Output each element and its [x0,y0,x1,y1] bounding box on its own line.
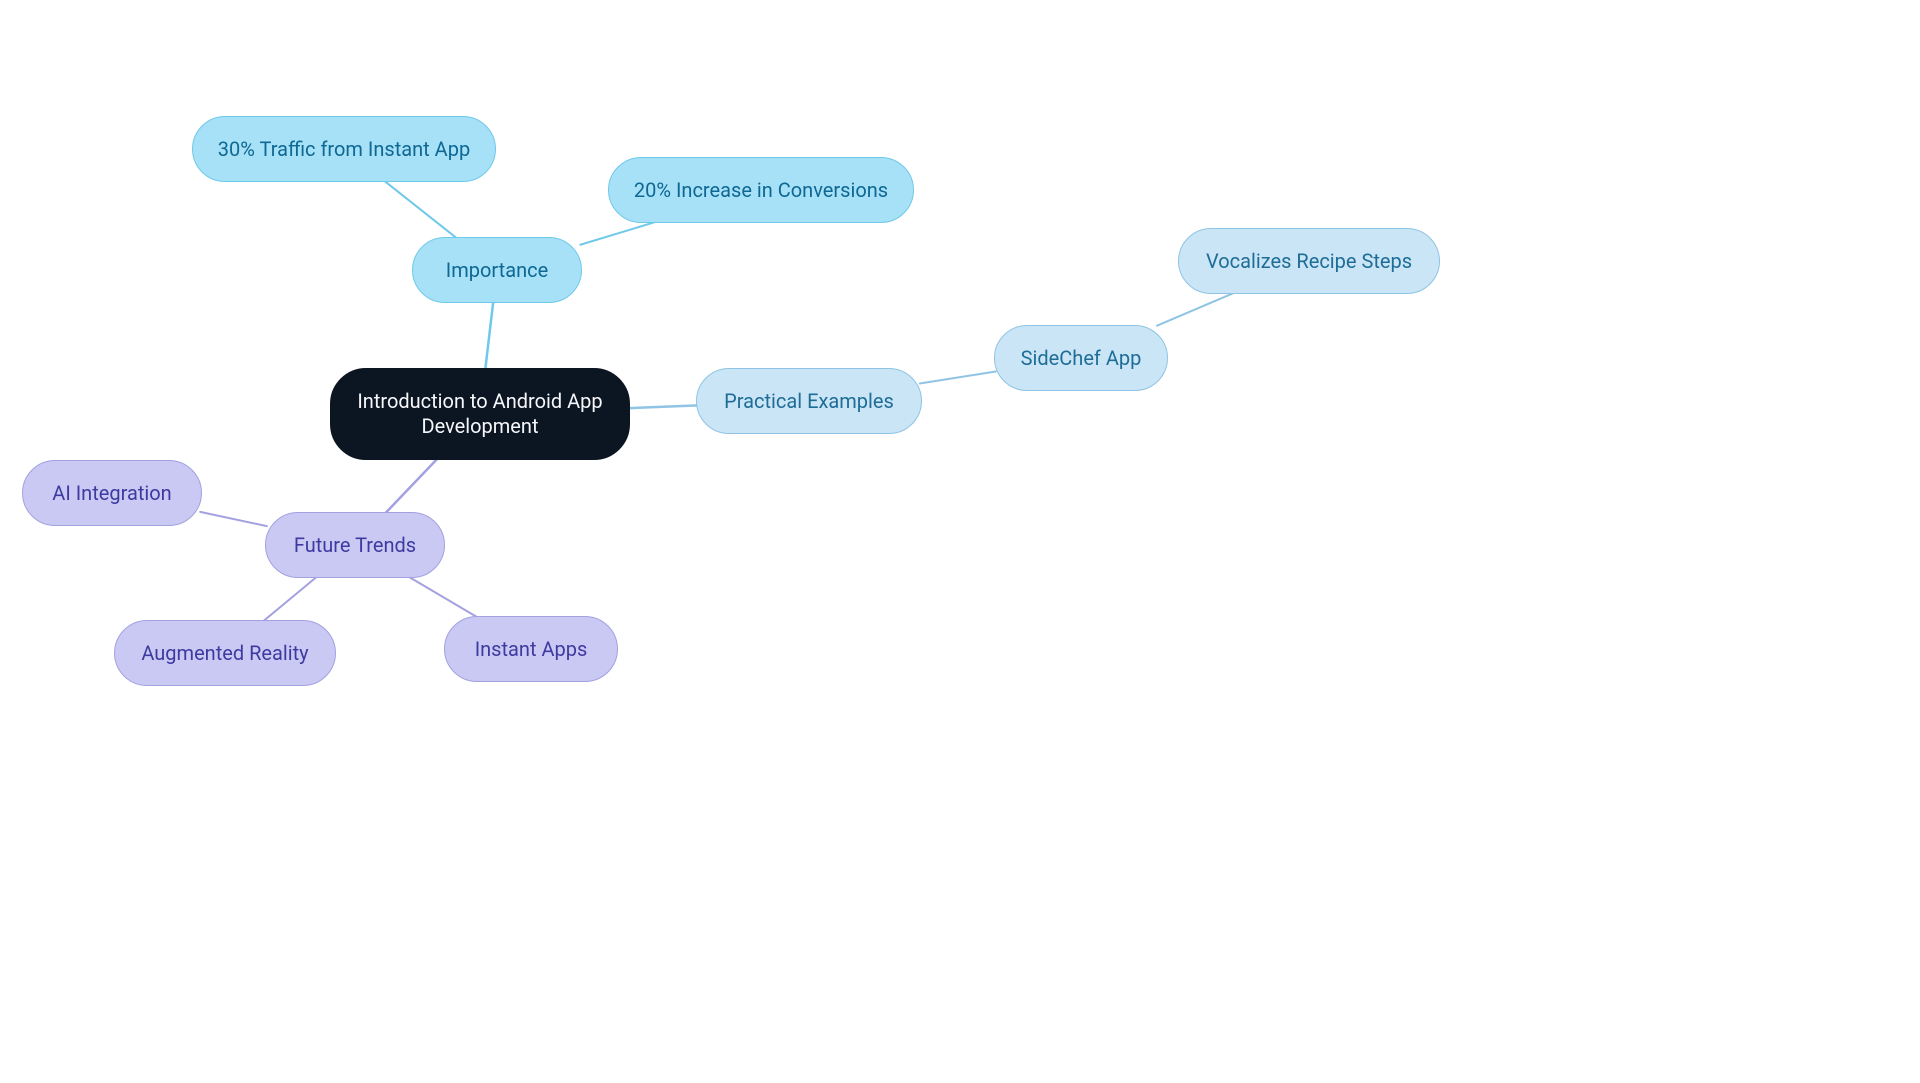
edge [410,577,477,616]
node-vocalizes: Vocalizes Recipe Steps [1178,228,1440,294]
node-label: Future Trends [294,533,416,558]
node-future: Future Trends [265,512,445,578]
edge [920,371,996,383]
node-ar: Augmented Reality [114,620,336,686]
node-label: Instant Apps [475,637,588,662]
edge [385,181,456,237]
node-instant: Instant Apps [444,616,618,682]
edge [627,405,698,408]
node-practical: Practical Examples [696,368,922,434]
node-traffic: 30% Traffic from Instant App [192,116,496,182]
node-label: Augmented Reality [141,641,308,666]
node-label: 20% Increase in Conversions [634,178,888,203]
node-label: Introduction to Android AppDevelopment [357,389,602,439]
node-ai: AI Integration [22,460,202,526]
node-sidechef: SideChef App [994,325,1168,391]
node-label: AI Integration [52,481,171,506]
node-label: Practical Examples [724,389,894,414]
edge [264,577,316,620]
node-label: 30% Traffic from Instant App [218,137,470,162]
node-importance: Importance [412,237,582,303]
edge [580,222,654,244]
node-root: Introduction to Android AppDevelopment [330,368,630,460]
edge [1157,293,1233,325]
edge [485,302,493,369]
node-conversions: 20% Increase in Conversions [608,157,914,223]
node-label: SideChef App [1021,346,1142,371]
node-label: Vocalizes Recipe Steps [1206,249,1412,274]
edge [386,459,437,513]
edge [200,512,267,526]
node-label: Importance [446,258,548,283]
